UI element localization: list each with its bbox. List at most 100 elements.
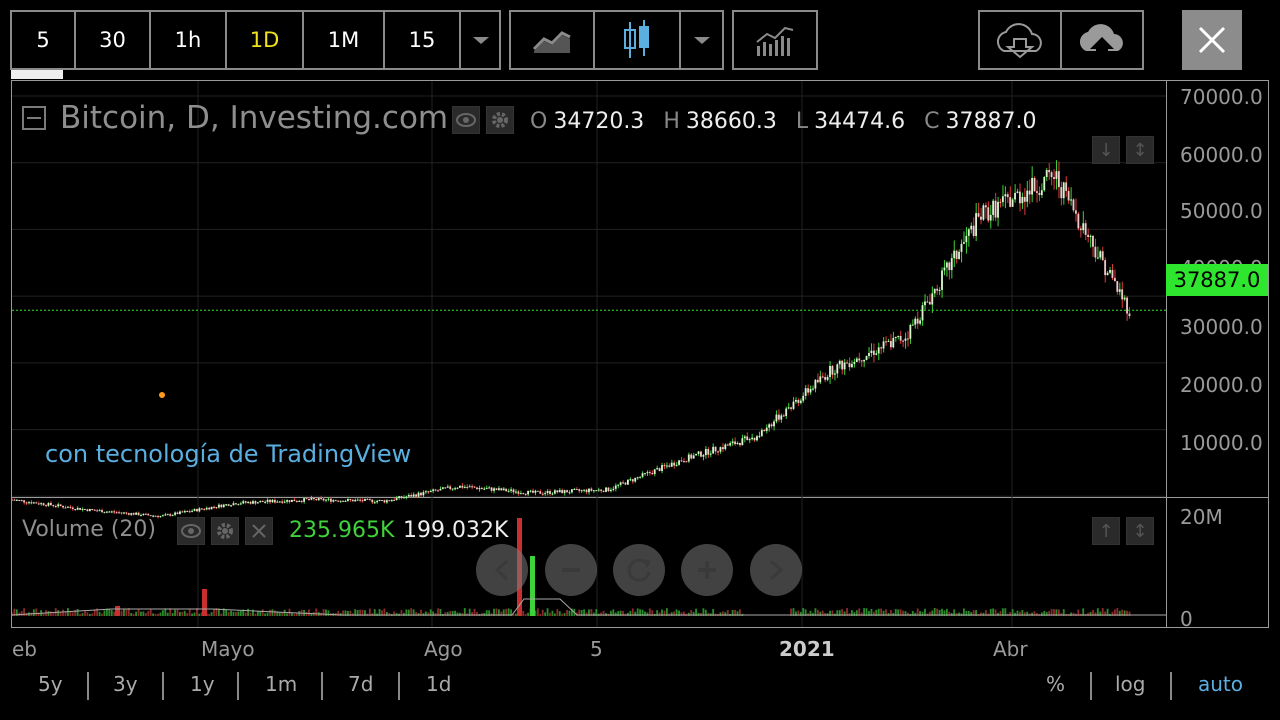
candle-body bbox=[790, 407, 792, 409]
volume-bar bbox=[35, 608, 38, 616]
line-chart-button[interactable] bbox=[511, 12, 595, 68]
timeline-scroll-thumb[interactable] bbox=[11, 70, 63, 79]
candle-body bbox=[383, 500, 386, 503]
volume-bar bbox=[473, 608, 476, 616]
volume-gear-icon[interactable] bbox=[211, 517, 239, 545]
scroll-right-button[interactable] bbox=[750, 544, 802, 596]
volume-bar bbox=[933, 608, 936, 616]
candle-body bbox=[970, 225, 973, 230]
candle-body bbox=[103, 512, 106, 514]
volume-bar bbox=[1070, 612, 1072, 616]
volume-bar bbox=[641, 609, 644, 616]
load-layout-button[interactable] bbox=[980, 12, 1062, 68]
volume-bar bbox=[692, 611, 695, 616]
interval-1h[interactable]: 1h bbox=[151, 12, 227, 68]
candle-body bbox=[110, 511, 113, 513]
volume-move-up-icon[interactable]: ↑ bbox=[1092, 517, 1120, 545]
reset-button[interactable] bbox=[613, 544, 665, 596]
candle-body bbox=[909, 324, 912, 339]
range-5y[interactable]: 5y bbox=[38, 672, 63, 696]
percent-scale-button[interactable]: % bbox=[1046, 672, 1066, 696]
candle-body bbox=[57, 504, 60, 507]
volume-remove-icon[interactable] bbox=[245, 517, 273, 545]
candlestick-button[interactable] bbox=[595, 12, 681, 68]
range-1y[interactable]: 1y bbox=[190, 672, 215, 696]
candle-body bbox=[777, 414, 780, 420]
candle-body bbox=[293, 499, 296, 502]
volume-bar bbox=[327, 610, 330, 616]
interval-1d[interactable]: 1D bbox=[227, 12, 304, 68]
volume-bar bbox=[902, 610, 904, 616]
move-down-icon[interactable]: ↓ bbox=[1092, 136, 1120, 164]
range-3y[interactable]: 3y bbox=[113, 672, 138, 696]
candle-body bbox=[571, 489, 573, 493]
volume-bar bbox=[590, 609, 593, 616]
volume-bar bbox=[982, 612, 985, 616]
save-layout-button[interactable] bbox=[1062, 12, 1142, 68]
volume-bar bbox=[437, 608, 439, 616]
candle-body bbox=[575, 489, 578, 491]
volume-pane-bottom bbox=[11, 627, 1167, 628]
volume-bar bbox=[93, 609, 96, 616]
volume-bar bbox=[120, 610, 123, 616]
interval-dropdown[interactable] bbox=[461, 12, 501, 68]
range-7d[interactable]: 7d bbox=[348, 672, 374, 696]
candle-body bbox=[707, 449, 710, 455]
candle-body bbox=[454, 488, 456, 490]
eye-icon[interactable] bbox=[452, 106, 480, 134]
interval-15[interactable]: 15 bbox=[385, 12, 461, 68]
volume-bar bbox=[665, 608, 668, 616]
candle-body bbox=[339, 500, 342, 502]
indicators-button[interactable] bbox=[732, 10, 818, 70]
close-button[interactable] bbox=[1182, 10, 1242, 70]
zoom-out-button[interactable] bbox=[545, 544, 597, 596]
candle-body bbox=[181, 511, 184, 513]
zoom-in-button[interactable] bbox=[681, 544, 733, 596]
candle-body bbox=[1060, 187, 1063, 199]
candle-body bbox=[37, 503, 40, 505]
volume-bar bbox=[1101, 608, 1104, 616]
volume-axis-zero: 0 bbox=[1180, 607, 1193, 631]
gear-icon[interactable] bbox=[486, 106, 514, 134]
volume-bar bbox=[140, 611, 142, 616]
volume-maximize-icon[interactable]: ↕ bbox=[1126, 517, 1154, 545]
maximize-pane-icon[interactable]: ↕ bbox=[1126, 136, 1154, 164]
price-axis-label: 70000.0 bbox=[1180, 85, 1263, 109]
volume-eye-icon[interactable] bbox=[177, 517, 205, 545]
volume-bar bbox=[999, 610, 1002, 616]
candle-body bbox=[108, 511, 111, 513]
volume-bar bbox=[963, 608, 965, 616]
volume-bar bbox=[295, 613, 298, 616]
scroll-left-button[interactable] bbox=[476, 544, 528, 596]
volume-bar bbox=[558, 611, 561, 616]
candle-body bbox=[12, 499, 13, 501]
volume-bar bbox=[534, 610, 537, 616]
candle-body bbox=[101, 510, 103, 513]
volume-bar bbox=[359, 609, 362, 616]
separator bbox=[321, 672, 323, 700]
range-1d[interactable]: 1d bbox=[426, 672, 452, 696]
candle-body bbox=[556, 490, 559, 493]
volume-bar bbox=[612, 609, 615, 616]
range-1m[interactable]: 1m bbox=[265, 672, 298, 696]
candle-body bbox=[692, 455, 695, 459]
interval-30[interactable]: 30 bbox=[76, 12, 151, 68]
candle-body bbox=[276, 501, 279, 503]
candle-body bbox=[1045, 170, 1048, 177]
tradingview-watermark[interactable]: con tecnología de TradingView bbox=[45, 440, 412, 468]
chart-type-dropdown[interactable] bbox=[681, 12, 722, 68]
candle-body bbox=[609, 489, 612, 492]
candle-body bbox=[931, 293, 934, 305]
volume-value-2: 199.032K bbox=[403, 518, 509, 543]
candle-body bbox=[714, 446, 717, 452]
collapse-legend-button[interactable] bbox=[22, 106, 46, 130]
auto-scale-button[interactable]: auto bbox=[1198, 672, 1244, 696]
candle-body bbox=[1087, 234, 1090, 237]
interval-5[interactable]: 5 bbox=[12, 12, 76, 68]
candle-body bbox=[680, 460, 683, 462]
volume-bar bbox=[809, 610, 812, 616]
log-scale-button[interactable]: log bbox=[1115, 672, 1146, 696]
volume-bar bbox=[953, 609, 956, 616]
volume-bar bbox=[673, 611, 676, 616]
interval-1m[interactable]: 1M bbox=[304, 12, 385, 68]
